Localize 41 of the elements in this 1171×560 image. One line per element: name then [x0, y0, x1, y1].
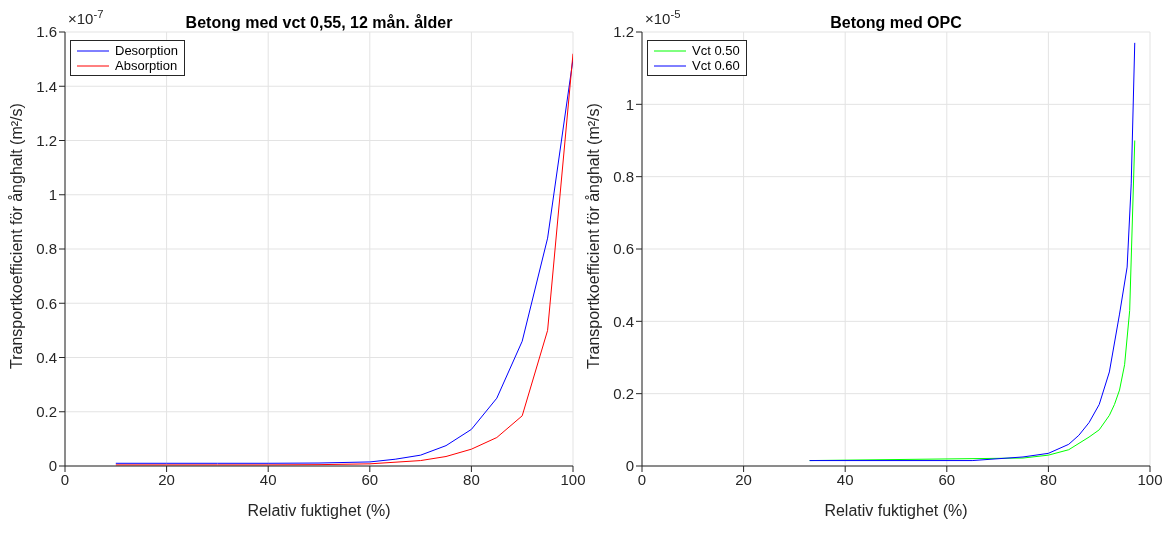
y-tick-label: 1 [48, 186, 57, 204]
y-tick-label: 1 [625, 95, 634, 113]
y-tick-label: 1.6 [36, 23, 57, 41]
x-tick-label: 100 [1137, 470, 1163, 488]
x-tick-label: 60 [361, 470, 379, 488]
line-series [809, 42, 1136, 462]
text: ×10$^{-5}$ [645, 8, 681, 27]
x-tick-label: 20 [158, 470, 175, 488]
chart-title: Betong med OPC [830, 14, 963, 31]
y-tick-label: 0.2 [36, 403, 57, 421]
legend-label: Desorption [115, 43, 178, 58]
y-axis-title: Transportkoefficient för ånghalt (m²/s) [584, 103, 602, 369]
x-tick-label: 80 [1040, 470, 1057, 488]
y-axis-title: Transportkoefficient för ånghalt (m²/s) [7, 103, 25, 369]
y-tick-label: 0.4 [36, 348, 57, 366]
chart-title: Betong med vct 0,55, 12 mån. ålder [185, 14, 453, 31]
x-tick-label: 60 [938, 470, 956, 488]
legend-label: Absorption [115, 58, 178, 73]
x-tick-label: 20 [735, 470, 752, 488]
y-tick-label: 1.4 [36, 77, 57, 95]
y-tick-label: 0.2 [613, 384, 634, 402]
y-tick-label: 0.4 [613, 312, 634, 330]
y-tick-label: 0.6 [36, 294, 57, 312]
y-tick-label: 1.2 [613, 23, 634, 41]
y-tick-label: 1.2 [36, 131, 57, 149]
legend-label: Vct 0.50 [692, 43, 740, 58]
y-tick-label: 0.8 [613, 167, 634, 185]
y-tick-label: 0.6 [613, 240, 634, 258]
y-tick-label: 0 [625, 457, 634, 475]
x-tick-label: 0 [637, 470, 647, 488]
x-axis-title: Relativ fuktighet (%) [824, 502, 968, 519]
legend-label: Vct 0.60 [692, 58, 740, 73]
y-tick-label: 0.8 [36, 240, 57, 258]
x-tick-label: 0 [60, 470, 70, 488]
y-tick-label: 0 [48, 457, 57, 475]
text: ×10$^{-7}$ [68, 8, 104, 27]
x-tick-label: 100 [560, 470, 586, 488]
x-tick-label: 40 [259, 470, 277, 488]
x-tick-label: 80 [463, 470, 480, 488]
x-tick-label: 40 [836, 470, 854, 488]
x-axis-title: Relativ fuktighet (%) [247, 502, 391, 519]
